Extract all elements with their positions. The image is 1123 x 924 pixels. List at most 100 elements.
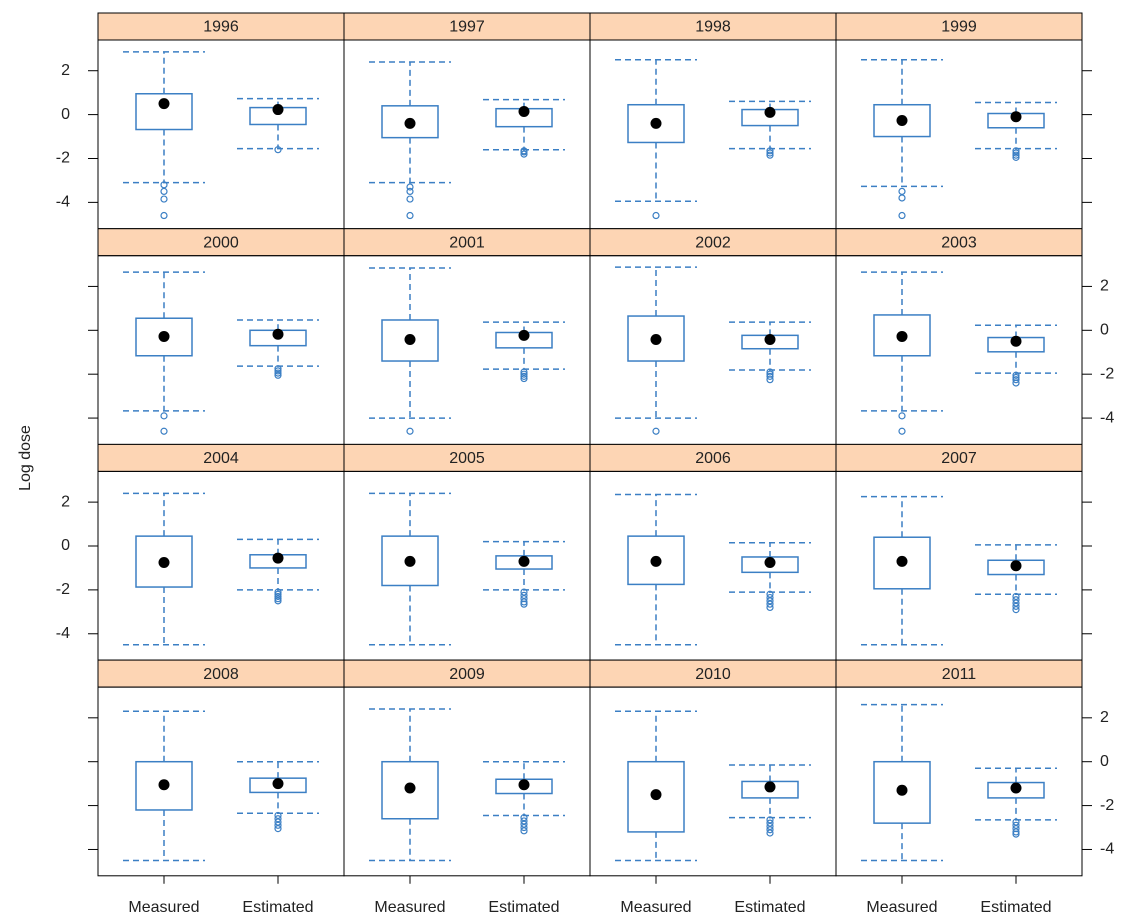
panel-title: 2010 bbox=[695, 666, 731, 683]
outlier bbox=[520, 600, 528, 608]
panel-title: 2007 bbox=[941, 450, 977, 467]
outlier bbox=[898, 427, 906, 435]
median bbox=[158, 330, 170, 342]
outlier bbox=[898, 211, 906, 220]
outlier bbox=[160, 412, 168, 420]
outlier bbox=[274, 369, 282, 377]
median bbox=[764, 781, 776, 793]
outlier bbox=[1012, 149, 1020, 157]
median bbox=[158, 98, 170, 110]
outlier bbox=[520, 148, 528, 156]
outlier bbox=[766, 600, 774, 608]
median bbox=[404, 782, 416, 794]
median bbox=[1010, 560, 1022, 572]
outlier bbox=[766, 826, 774, 834]
outlier bbox=[520, 372, 528, 380]
median bbox=[404, 117, 416, 129]
median bbox=[518, 329, 530, 341]
x-tick-label: Estimated bbox=[242, 899, 313, 916]
panel-frame bbox=[835, 686, 1083, 877]
y-tick-label: -4 bbox=[56, 625, 70, 642]
panel-frame bbox=[343, 686, 591, 877]
x-tick-label: Estimated bbox=[734, 899, 805, 916]
panel-frame bbox=[97, 470, 345, 661]
y-tick-label: 0 bbox=[1100, 753, 1109, 770]
median bbox=[1010, 335, 1022, 347]
median bbox=[896, 330, 908, 342]
median bbox=[518, 555, 530, 567]
median bbox=[518, 106, 530, 118]
y-tick-label: 0 bbox=[61, 106, 70, 123]
outlier bbox=[1012, 371, 1020, 379]
y-tick-label: -4 bbox=[1100, 841, 1114, 858]
strip bbox=[97, 12, 345, 41]
outlier bbox=[160, 427, 168, 435]
median bbox=[404, 555, 416, 567]
box bbox=[627, 760, 685, 833]
panel-title: 2002 bbox=[695, 234, 731, 251]
box bbox=[135, 760, 193, 811]
x-tick-label: Measured bbox=[866, 899, 937, 916]
x-tick-label: Measured bbox=[620, 899, 691, 916]
median bbox=[764, 334, 776, 346]
box bbox=[381, 760, 439, 820]
median bbox=[272, 328, 284, 340]
panel-frame bbox=[589, 255, 837, 445]
outlier bbox=[1012, 151, 1020, 159]
outlier bbox=[1012, 379, 1020, 387]
y-tick-label: 2 bbox=[61, 493, 70, 510]
outlier bbox=[1012, 376, 1020, 384]
panel-frame bbox=[343, 39, 591, 230]
y-tick-label: 2 bbox=[61, 62, 70, 79]
box bbox=[381, 105, 439, 139]
panel-title: 1999 bbox=[941, 19, 977, 36]
panel-frame bbox=[97, 39, 345, 230]
outlier bbox=[766, 147, 774, 155]
box bbox=[873, 314, 931, 357]
strip bbox=[589, 12, 837, 41]
outlier bbox=[1012, 830, 1020, 838]
outlier bbox=[160, 195, 168, 203]
box bbox=[135, 535, 193, 588]
outlier bbox=[160, 211, 168, 220]
median bbox=[272, 778, 284, 790]
outlier bbox=[520, 374, 528, 383]
x-tick-label: Estimated bbox=[980, 899, 1051, 916]
outlier bbox=[898, 194, 906, 202]
strip bbox=[589, 659, 837, 688]
panel-title: 2011 bbox=[942, 666, 977, 683]
panel-frame bbox=[589, 470, 837, 661]
strip bbox=[343, 443, 591, 472]
median bbox=[896, 115, 908, 127]
strip bbox=[589, 228, 837, 257]
outlier bbox=[160, 187, 168, 195]
outlier bbox=[406, 211, 414, 220]
outlier bbox=[520, 150, 528, 158]
outlier bbox=[520, 598, 528, 606]
outlier bbox=[520, 370, 528, 378]
outlier bbox=[274, 821, 282, 829]
panel-title: 2003 bbox=[941, 234, 977, 251]
outlier bbox=[274, 595, 282, 603]
outlier bbox=[898, 187, 906, 195]
outlier bbox=[274, 597, 282, 605]
median bbox=[650, 555, 662, 567]
strip bbox=[835, 12, 1083, 41]
box bbox=[627, 535, 685, 586]
median bbox=[272, 552, 284, 564]
y-axis-label: Log dose bbox=[17, 425, 34, 491]
box bbox=[627, 315, 685, 362]
outlier bbox=[766, 149, 774, 157]
panel-title: 2004 bbox=[203, 450, 239, 467]
median bbox=[518, 779, 530, 791]
median bbox=[1010, 782, 1022, 794]
median bbox=[764, 556, 776, 568]
outlier bbox=[766, 829, 774, 837]
panel-frame bbox=[835, 39, 1083, 230]
strip bbox=[97, 443, 345, 472]
panel-frame bbox=[343, 470, 591, 661]
median bbox=[1010, 111, 1022, 123]
outlier bbox=[406, 427, 414, 435]
outlier bbox=[274, 371, 282, 379]
median bbox=[650, 789, 662, 801]
